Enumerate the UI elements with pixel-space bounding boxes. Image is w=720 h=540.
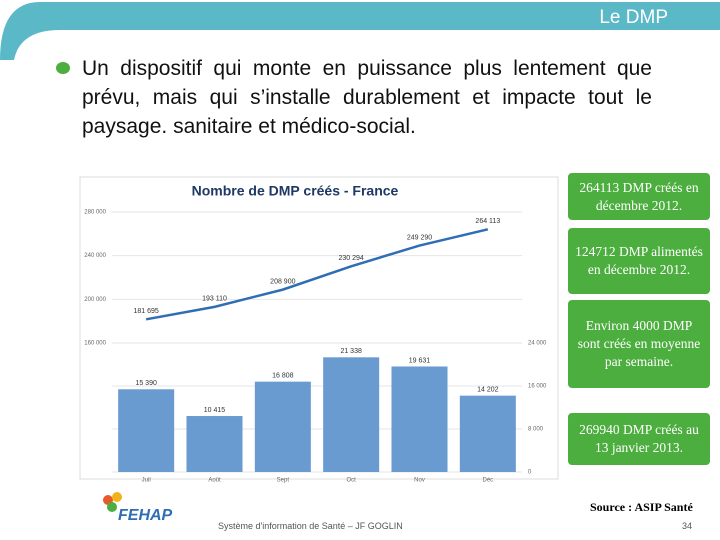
bar xyxy=(391,366,448,472)
bar xyxy=(323,357,380,472)
y2-tick-label: 8 000 xyxy=(528,427,544,433)
value-label: 19 631 xyxy=(409,357,431,364)
callout: 124712 DMP alimentés en décembre 2012. xyxy=(568,228,710,294)
logo-petal xyxy=(112,492,122,502)
logo: FEHAP xyxy=(118,507,173,524)
callout: 264113 DMP créés en décembre 2012. xyxy=(568,173,710,220)
page-number: 34 xyxy=(682,521,693,531)
chart-title: Nombre de DMP créés - France xyxy=(192,183,399,199)
value-label: 249 290 xyxy=(407,234,432,241)
bar xyxy=(186,416,243,472)
source: Source : ASIP Santé xyxy=(590,500,693,514)
bar xyxy=(254,381,311,472)
x-tick-label: Sept xyxy=(277,478,290,484)
value-label: 181 695 xyxy=(134,308,159,315)
value-label: 208 900 xyxy=(270,278,295,285)
value-label: 21 338 xyxy=(340,348,362,355)
header-title: Le DMP xyxy=(599,7,668,28)
y-tick-label: 160 000 xyxy=(84,341,106,347)
callout: Environ 4000 DMP sont créés en moyenne p… xyxy=(568,300,710,388)
y2-tick-label: 24 000 xyxy=(528,341,547,347)
x-tick-label: Juil xyxy=(142,478,151,484)
y2-tick-label: 16 000 xyxy=(528,384,547,390)
x-tick-label: Déc xyxy=(482,478,493,484)
bullet-text: Un dispositif qui monte en puissance plu… xyxy=(82,57,652,138)
value-label: 15 390 xyxy=(135,380,157,387)
x-tick-label: Août xyxy=(208,478,221,484)
y2-tick-label: 0 xyxy=(528,470,532,476)
callout: 269940 DMP créés au 13 janvier 2013. xyxy=(568,413,710,465)
value-label: 230 294 xyxy=(339,255,364,262)
y-tick-label: 240 000 xyxy=(84,253,106,259)
bar xyxy=(459,395,516,472)
header-bar xyxy=(0,2,720,60)
value-label: 14 202 xyxy=(477,387,499,394)
y-tick-label: 280 000 xyxy=(84,210,106,216)
line xyxy=(145,228,489,321)
value-label: 264 113 xyxy=(475,218,500,225)
value-label: 16 808 xyxy=(272,373,294,380)
logo-petal xyxy=(107,502,117,512)
bullet-dot xyxy=(56,62,70,74)
x-tick-label: Oct xyxy=(346,478,356,484)
footer: Système d'information de Santé – JF GOGL… xyxy=(218,521,403,531)
value-label: 193 110 xyxy=(202,296,227,303)
y-tick-label: 200 000 xyxy=(84,297,106,303)
bar xyxy=(118,389,175,472)
x-tick-label: Nov xyxy=(414,478,425,484)
value-label: 10 415 xyxy=(204,407,226,414)
